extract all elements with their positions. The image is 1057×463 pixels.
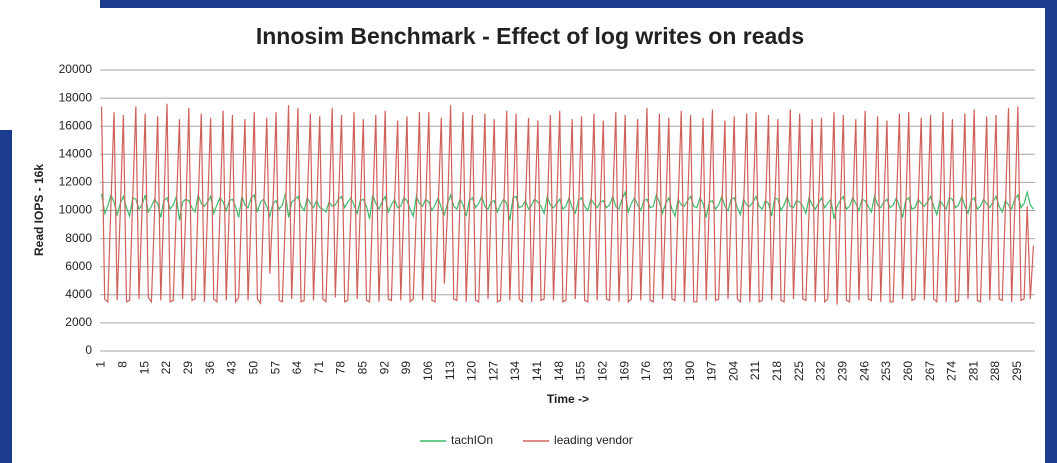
x-tick-label: 162 <box>596 361 610 381</box>
y-tick-label: 20000 <box>59 62 93 76</box>
y-tick-label: 4000 <box>65 287 92 301</box>
y-axis-title: Read IOPS - 16k <box>32 164 46 256</box>
x-tick-label: 155 <box>574 361 588 381</box>
x-tick-label: 253 <box>879 361 893 381</box>
x-tick-label: 211 <box>748 361 762 380</box>
legend-label: leading vendor <box>554 433 633 447</box>
x-tick-label: 22 <box>159 361 173 375</box>
x-axis-title: Time -> <box>547 392 589 406</box>
x-tick-label: 246 <box>857 361 871 381</box>
x-tick-label: 288 <box>988 361 1002 381</box>
x-tick-label: 120 <box>465 361 479 381</box>
x-tick-label: 127 <box>486 361 500 381</box>
x-tick-label: 78 <box>334 361 348 375</box>
series-line <box>100 189 1034 221</box>
x-tick-label: 295 <box>1010 361 1024 381</box>
x-tick-label: 85 <box>356 361 370 375</box>
x-tick-label: 225 <box>792 361 806 381</box>
x-tick-label: 232 <box>814 361 828 381</box>
y-tick-label: 10000 <box>59 203 93 217</box>
x-tick-label: 57 <box>268 361 282 375</box>
series-line <box>100 103 1035 305</box>
y-tick-label: 8000 <box>65 231 92 245</box>
x-tick-label: 71 <box>312 361 326 375</box>
x-tick-label: 106 <box>421 361 435 381</box>
y-tick-label: 0 <box>85 343 92 357</box>
x-tick-label: 190 <box>683 361 697 381</box>
x-tick-label: 99 <box>399 361 413 375</box>
x-tick-label: 1 <box>94 361 108 368</box>
x-tick-label: 260 <box>901 361 915 381</box>
x-tick-label: 197 <box>705 361 719 381</box>
y-tick-label: 6000 <box>65 259 92 273</box>
x-tick-label: 281 <box>966 361 980 381</box>
x-tick-label: 29 <box>181 361 195 375</box>
x-tick-label: 239 <box>835 361 849 381</box>
x-tick-label: 148 <box>552 361 566 381</box>
legend-label: tachIOn <box>451 433 493 447</box>
x-tick-label: 8 <box>116 361 130 368</box>
chart-title: Innosim Benchmark - Effect of log writes… <box>256 23 804 49</box>
x-tick-label: 141 <box>530 361 544 381</box>
x-tick-label: 92 <box>377 361 391 375</box>
x-tick-label: 43 <box>225 361 239 375</box>
y-tick-label: 14000 <box>59 146 93 160</box>
chart-background <box>12 8 1045 463</box>
x-tick-label: 36 <box>203 361 217 375</box>
x-tick-label: 267 <box>923 361 937 381</box>
x-tick-label: 169 <box>617 361 631 381</box>
x-tick-label: 113 <box>443 361 457 380</box>
y-tick-label: 2000 <box>65 315 92 329</box>
y-tick-label: 18000 <box>59 90 93 104</box>
x-tick-label: 274 <box>945 361 959 381</box>
x-tick-label: 183 <box>661 361 675 381</box>
y-tick-label: 16000 <box>59 118 93 132</box>
x-tick-label: 218 <box>770 361 784 381</box>
x-tick-label: 204 <box>726 361 740 381</box>
x-tick-label: 50 <box>246 361 260 375</box>
y-tick-label: 12000 <box>59 175 93 189</box>
x-tick-label: 64 <box>290 361 304 375</box>
x-tick-label: 176 <box>639 361 653 381</box>
x-tick-label: 134 <box>508 361 522 381</box>
x-tick-label: 15 <box>137 361 151 375</box>
